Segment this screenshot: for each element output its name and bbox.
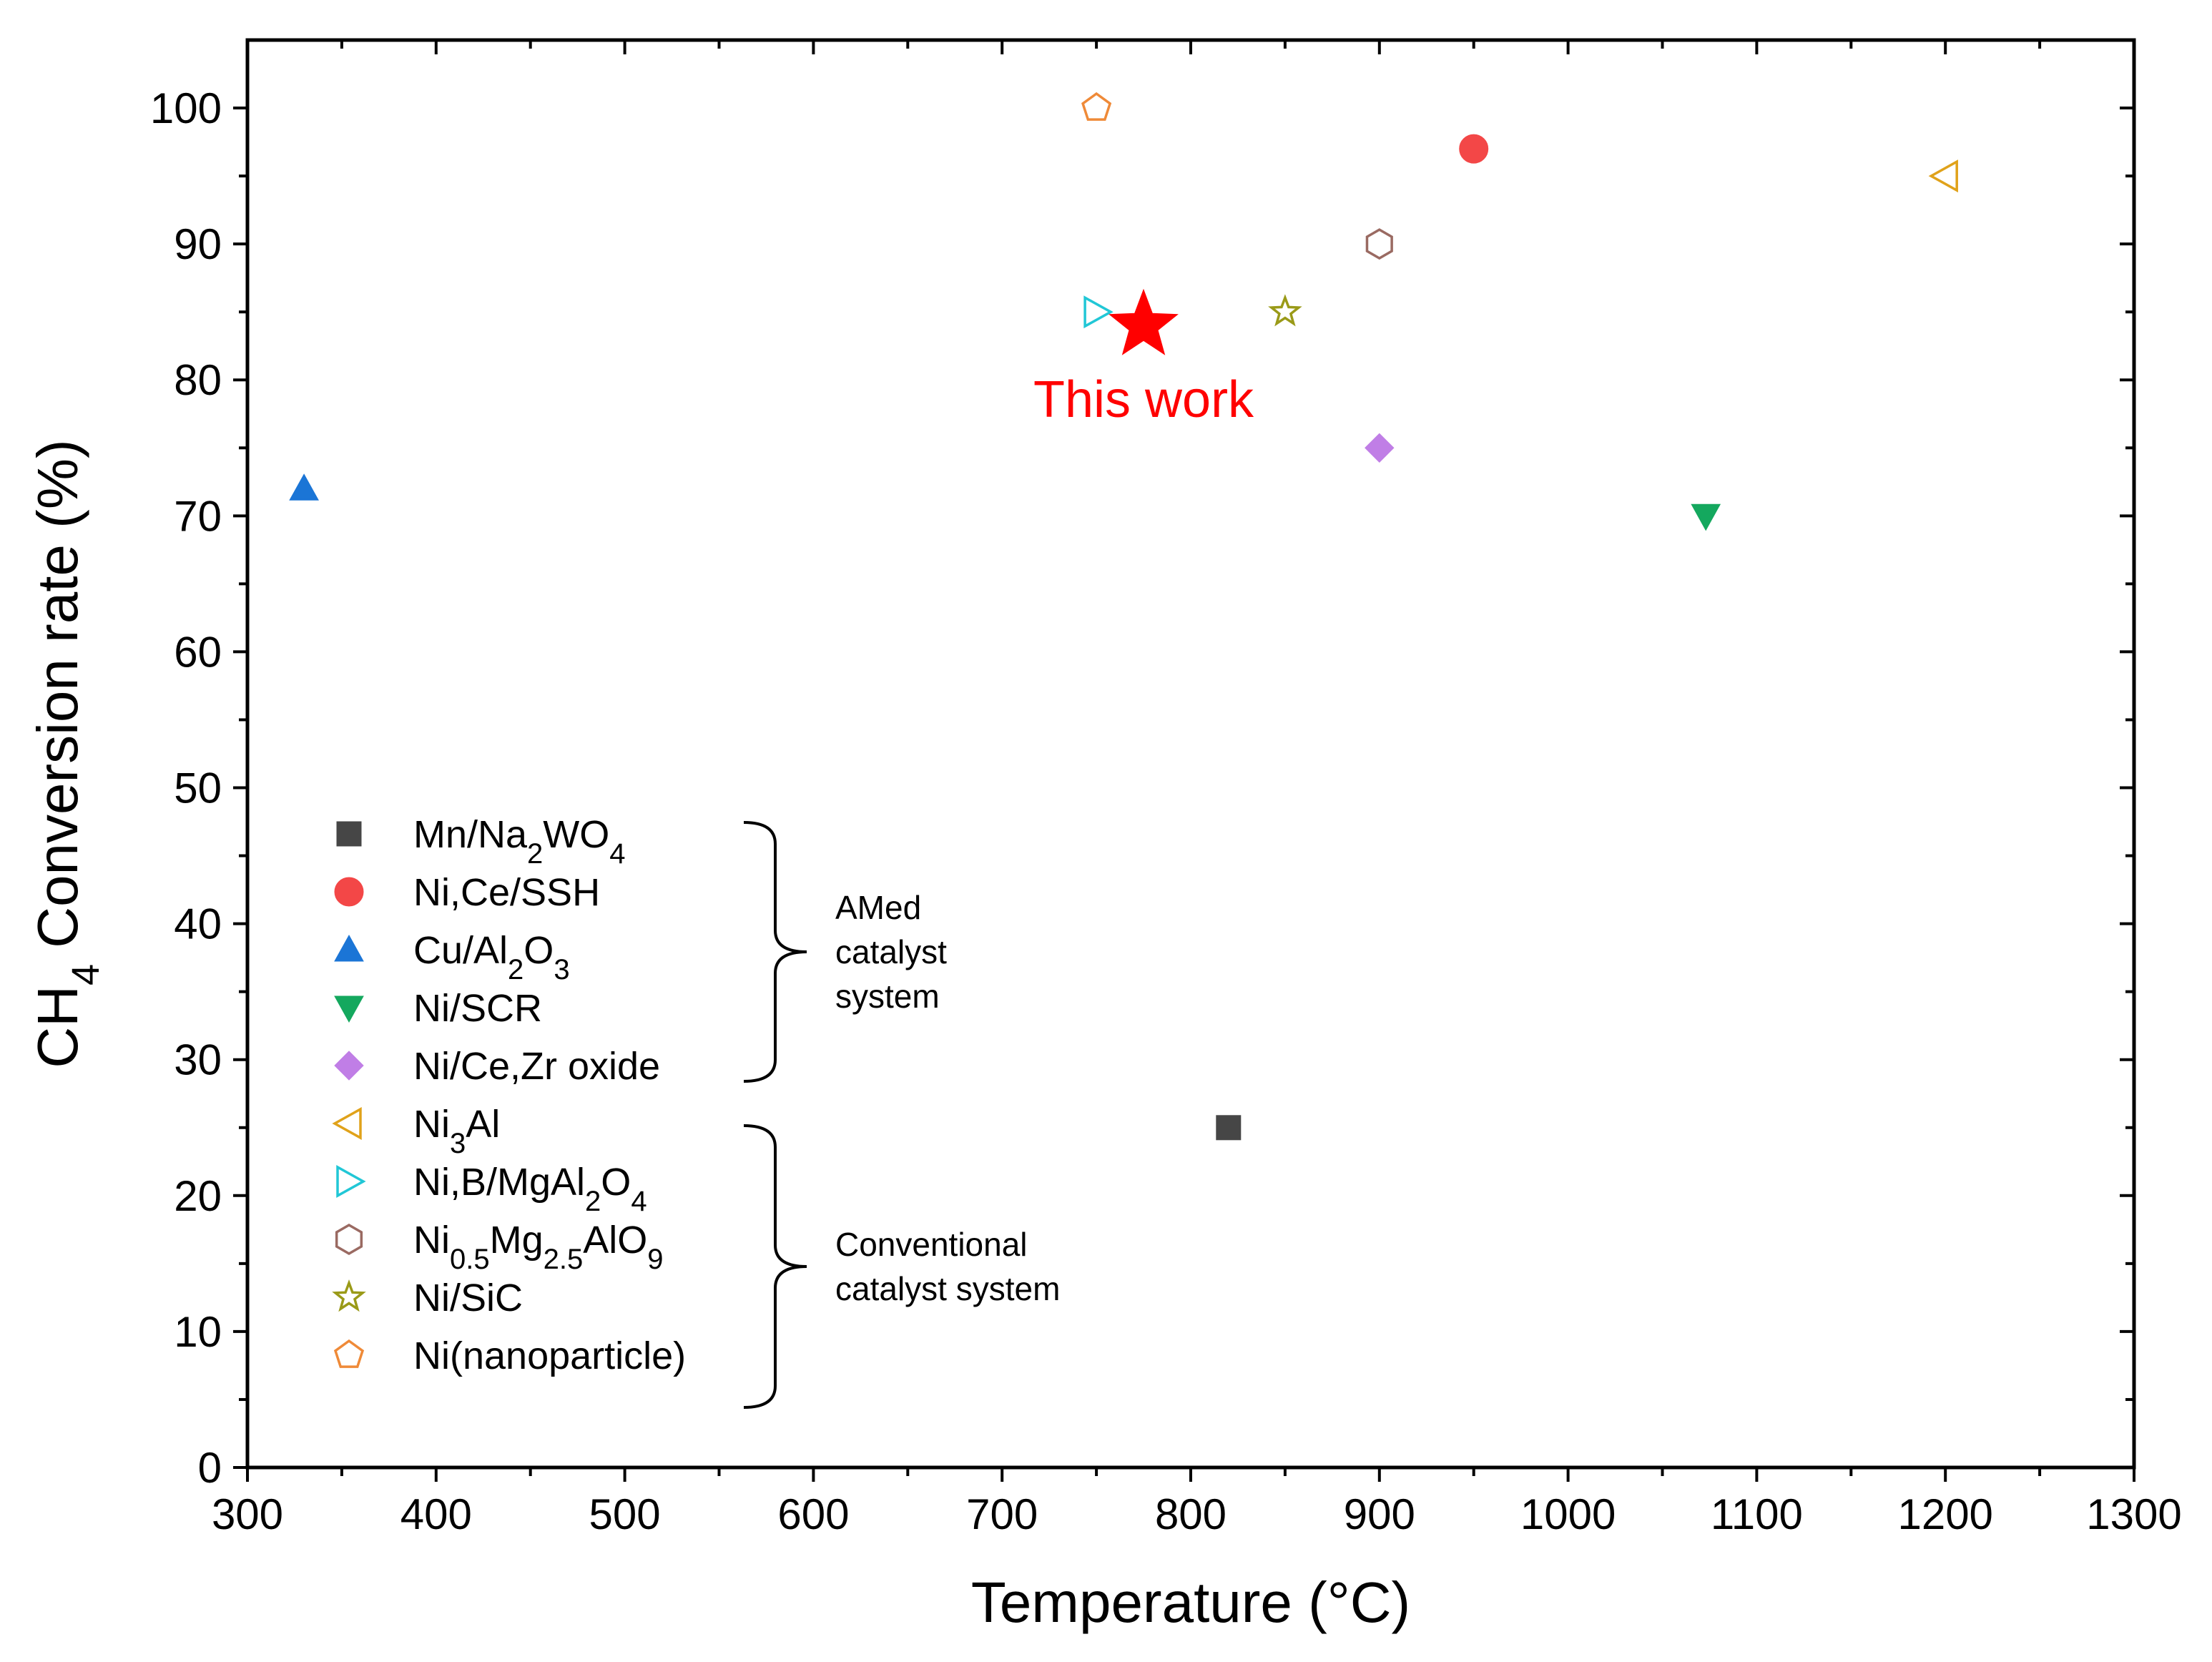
legend-marker-ni-nanoparticle	[333, 1339, 365, 1368]
x-tick-label: 500	[589, 1490, 661, 1538]
y-tick-label: 100	[150, 84, 222, 132]
y-tick-label: 30	[174, 1036, 222, 1084]
data-points: This work	[289, 92, 1958, 1141]
legend-marker-ni0-5mg2-5alo9	[335, 1223, 363, 1256]
legend-group-label: catalyst system	[835, 1270, 1060, 1307]
legend-marker-ni-sic	[332, 1279, 366, 1312]
point-ni-scr	[1691, 503, 1721, 531]
legend-marker-ni-ce-zr-oxide	[334, 1051, 364, 1081]
legend-label-ni-ce-zr-oxide: Ni/Ce,Zr oxide	[413, 1045, 660, 1088]
legend-marker-ni-scr	[334, 995, 364, 1023]
legend-label-ni-ce-ssh: Ni,Ce/SSH	[413, 871, 600, 914]
x-tick-label: 1200	[1897, 1490, 1992, 1538]
y-tick-label: 10	[174, 1308, 222, 1356]
point-mn-na2wo4	[1216, 1115, 1242, 1141]
point-ni0-5mg2-5alo9	[1365, 228, 1393, 260]
y-tick-label: 60	[174, 628, 222, 676]
tick-labels: 300 400 500 600 700 800 900 1000 1100 1200 1300 0 10…	[150, 84, 2182, 1538]
legend-group-label: system	[835, 978, 940, 1015]
axis-ticks	[233, 40, 2135, 1482]
x-tick-label: 800	[1155, 1490, 1227, 1538]
y-axis-title: CH4 Conversion rate (%)	[26, 439, 107, 1068]
y-tick-label: 0	[198, 1444, 222, 1492]
point-ni-ce-zr-oxide	[1365, 433, 1395, 463]
x-tick-label: 1100	[1711, 1490, 1803, 1538]
legend-label-ni3al: Ni3Al	[413, 1103, 500, 1159]
this-work-label: This work	[1033, 371, 1254, 428]
legend-marker-ni-ce-ssh	[334, 877, 364, 907]
x-tick-label: 1300	[2086, 1490, 2181, 1538]
legend-label-ni-nanoparticle: Ni(nanoparticle)	[413, 1334, 686, 1377]
y-tick-label: 80	[174, 356, 222, 404]
x-tick-label: 900	[1344, 1490, 1415, 1538]
y-tick-label: 70	[174, 492, 222, 540]
legend-group-label: Conventional	[835, 1226, 1028, 1263]
legend-group-label: catalyst	[835, 933, 947, 970]
y-tick-label: 50	[174, 764, 222, 812]
point-ni-b-mgal2o4	[1083, 295, 1114, 329]
plot-area-frame	[245, 38, 2136, 1470]
point-ni3al	[1928, 159, 1958, 193]
x-axis-title: Temperature (°C)	[971, 1570, 1410, 1634]
legend-group-label: AMed	[835, 889, 921, 926]
x-tick-label: 700	[966, 1490, 1038, 1538]
legend-label-mn-na2wo4: Mn/Na2WO4	[413, 813, 626, 870]
legend-marker-ni3al	[332, 1107, 362, 1140]
legend-marker-mn-na2wo4	[336, 821, 362, 847]
axis-titles: Temperature (°C) CH4 Conversion rate (%)	[26, 439, 1410, 1634]
point-this-work	[1109, 288, 1179, 355]
legend-label-cu-al2o3: Cu/Al2O3	[413, 929, 570, 985]
x-tick-label: 300	[212, 1490, 283, 1538]
point-ni-nanoparticle	[1081, 92, 1112, 121]
x-tick-label: 600	[777, 1490, 849, 1538]
legend-brace	[743, 821, 807, 1083]
x-tick-label: 400	[400, 1490, 472, 1538]
x-tick-label: 1000	[1520, 1490, 1616, 1538]
y-tick-label: 20	[174, 1172, 222, 1220]
point-ni-ce-ssh	[1459, 134, 1489, 164]
legend-label-ni-scr: Ni/SCR	[413, 987, 542, 1030]
legend-marker-cu-al2o3	[334, 934, 364, 962]
y-tick-label: 40	[174, 900, 222, 948]
legend-label-ni-b-mgal2o4: Ni,B/MgAl2O4	[413, 1161, 647, 1217]
legend-brace	[743, 1124, 807, 1409]
y-tick-label: 90	[174, 220, 222, 268]
legend-marker-ni-b-mgal2o4	[336, 1165, 366, 1198]
legend-label-ni0-5mg2-5alo9: Ni0.5Mg2.5AlO9	[413, 1219, 664, 1275]
legend-label-ni-sic: Ni/SiC	[413, 1277, 523, 1319]
point-cu-al2o3	[289, 473, 319, 501]
point-ni-sic	[1268, 294, 1302, 327]
